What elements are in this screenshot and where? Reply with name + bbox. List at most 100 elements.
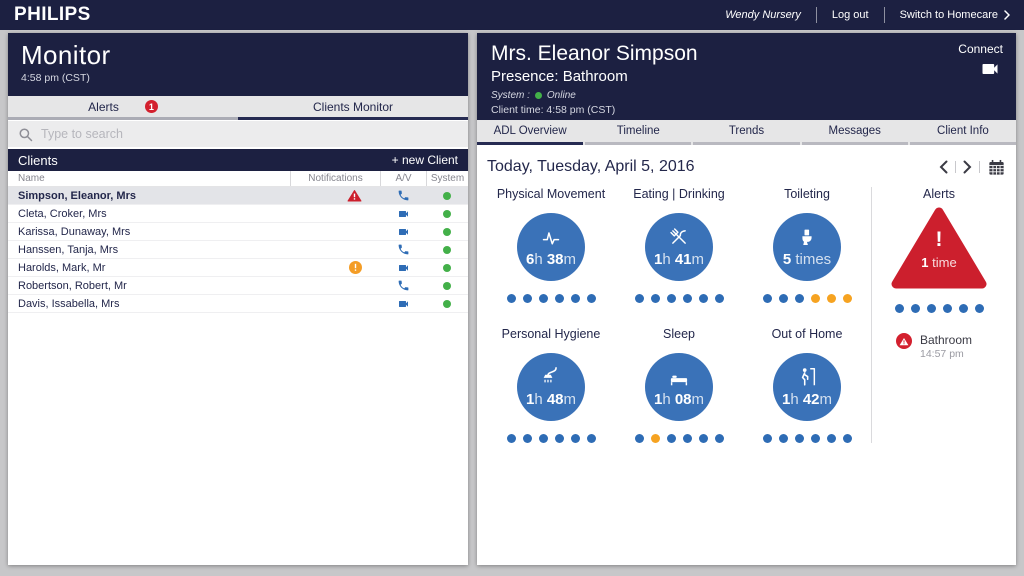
client-notification <box>290 261 380 274</box>
tab-clients-monitor[interactable]: Clients Monitor <box>238 96 468 120</box>
client-row[interactable]: Cleta, Croker, Mrs <box>8 205 468 223</box>
alert-triangle-icon <box>347 190 362 202</box>
dot-blue <box>570 294 580 303</box>
client-row[interactable]: Robertson, Robert, Mr <box>8 277 468 295</box>
divider <box>883 7 885 23</box>
dot-blue <box>698 434 708 443</box>
logout-button[interactable]: Log out <box>831 9 869 21</box>
dot-blue <box>842 434 852 443</box>
next-day-button[interactable] <box>963 160 972 174</box>
adl-toileting[interactable]: Toileting 5 times <box>743 187 871 303</box>
alert-event[interactable]: Bathroom 14:57 pm <box>896 333 972 360</box>
phone-icon <box>398 244 408 255</box>
top-bar: PHILIPS Wendy Nursery Log out Switch to … <box>0 0 1024 30</box>
dot-blue <box>810 434 820 443</box>
search-bar <box>8 121 468 147</box>
client-name-title: Mrs. Eleanor Simpson <box>491 42 698 65</box>
dot-blue <box>826 434 836 443</box>
dot-blue <box>522 294 532 303</box>
camera-icon <box>398 228 408 235</box>
divider <box>955 161 956 173</box>
client-system-status: System : Online <box>491 90 576 101</box>
tab-trends[interactable]: Trends <box>693 120 800 145</box>
client-system-status <box>426 263 468 272</box>
client-av-button[interactable] <box>380 208 426 220</box>
column-av: A/V <box>380 171 426 186</box>
dot-blue <box>570 434 580 443</box>
adl-personal-hygiene[interactable]: Personal Hygiene 1h 48m <box>487 327 615 443</box>
client-row[interactable]: Karissa, Dunaway, Mrs <box>8 223 468 241</box>
alert-triangle[interactable]: ! 1 time <box>889 205 989 291</box>
column-name: Name <box>18 173 45 184</box>
dot-blue <box>682 294 692 303</box>
calendar-button[interactable] <box>987 158 1006 177</box>
dot-blue <box>762 434 772 443</box>
physical-movement-circle: 6h 38m <box>517 213 585 281</box>
online-dot <box>443 191 451 200</box>
dot-blue <box>926 304 936 313</box>
client-av-button[interactable] <box>380 243 426 256</box>
online-dot <box>443 209 451 218</box>
dot-blue <box>698 294 708 303</box>
client-time: Client time: 4:58 pm (CST) <box>491 104 616 116</box>
dot-blue <box>778 294 788 303</box>
client-name: Hanssen, Tanja, Mrs <box>18 243 119 256</box>
dot-blue <box>910 304 920 313</box>
client-system-status <box>426 209 468 218</box>
client-system-status <box>426 281 468 290</box>
connect-button[interactable]: Connect <box>958 42 1003 79</box>
adl-out-of-home[interactable]: Out of Home 1h 42m <box>743 327 871 443</box>
clients-title: Clients <box>18 152 58 168</box>
tab-timeline[interactable]: Timeline <box>585 120 692 145</box>
alerts-label: Alerts <box>923 187 955 201</box>
client-av-button[interactable] <box>380 189 426 202</box>
alerts-badge: 1 <box>144 100 158 113</box>
alerts-dots <box>894 304 984 313</box>
tab-client-info[interactable]: Client Info <box>909 120 1016 145</box>
client-name: Simpson, Eleanor, Mrs <box>18 189 136 202</box>
client-tabs: ADL Overview Timeline Trends Messages Client… <box>477 120 1016 145</box>
philips-logo: PHILIPS <box>14 4 91 25</box>
tab-messages[interactable]: Messages <box>801 120 908 145</box>
dot-blue <box>714 294 724 303</box>
online-dot <box>534 92 542 99</box>
new-client-button[interactable]: + new Client <box>391 153 458 167</box>
online-dot <box>443 227 451 236</box>
client-row[interactable]: Harolds, Mark, Mr <box>8 259 468 277</box>
divider <box>815 7 817 23</box>
adl-eating-drinking[interactable]: Eating | Drinking 1h 41m <box>615 187 743 303</box>
dot-blue <box>586 434 596 443</box>
dot-blue <box>506 434 516 443</box>
tab-adl-overview[interactable]: ADL Overview <box>477 120 584 145</box>
chevron-right-icon <box>963 160 972 174</box>
client-row[interactable]: Davis, Issabella, Mrs <box>8 295 468 313</box>
client-name: Harolds, Mark, Mr <box>18 261 106 274</box>
adl-dots <box>506 434 596 443</box>
client-presence: Presence: Bathroom <box>491 68 628 85</box>
chevron-left-icon <box>939 160 948 174</box>
switch-to-homecare-button[interactable]: Switch to Homecare <box>900 9 1010 21</box>
previous-day-button[interactable] <box>939 160 948 174</box>
tab-alerts[interactable]: Alerts 1 <box>8 96 238 120</box>
bed-icon <box>667 366 691 388</box>
adl-grid: Physical Movement 6h 38m Eating | Drinki… <box>487 187 871 443</box>
adl-dots <box>634 434 724 443</box>
client-row[interactable]: Hanssen, Tanja, Mrs <box>8 241 468 259</box>
client-av-button[interactable] <box>380 298 426 310</box>
adl-physical-movement[interactable]: Physical Movement 6h 38m <box>487 187 615 303</box>
alert-count: 1 time <box>921 255 957 270</box>
out-of-home-circle: 1h 42m <box>773 353 841 421</box>
dot-blue <box>958 304 968 313</box>
video-camera-icon <box>982 64 998 74</box>
client-av-button[interactable] <box>380 262 426 274</box>
client-detail-panel: Mrs. Eleanor Simpson Presence: Bathroom … <box>477 33 1016 565</box>
local-time: 4:58 pm (CST) <box>21 72 90 84</box>
client-av-button[interactable] <box>380 226 426 238</box>
search-input[interactable] <box>41 127 458 141</box>
current-user: Wendy Nursery <box>725 9 801 21</box>
client-av-button[interactable] <box>380 279 426 292</box>
client-row[interactable]: Simpson, Eleanor, Mrs <box>8 187 468 205</box>
toileting-circle: 5 times <box>773 213 841 281</box>
adl-sleep[interactable]: Sleep 1h 08m <box>615 327 743 443</box>
adl-dots <box>762 294 852 303</box>
